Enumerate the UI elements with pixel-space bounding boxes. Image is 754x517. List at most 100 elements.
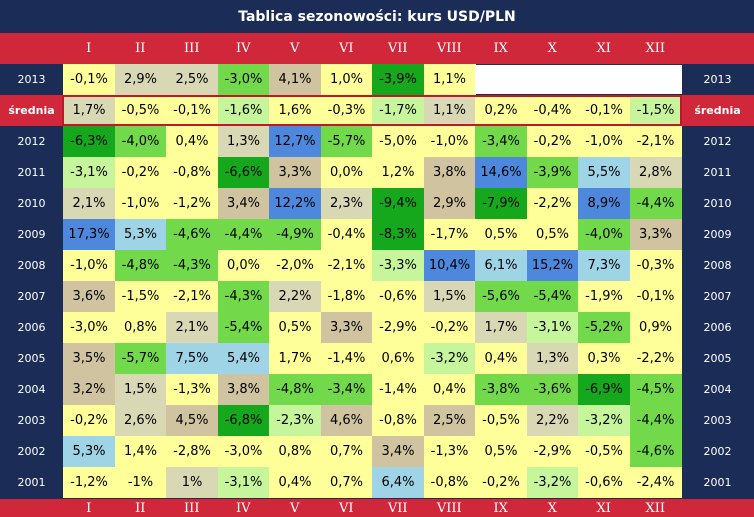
table-cell: -0,4% (526, 97, 579, 124)
table-cell: -4,5% (629, 374, 682, 405)
table-cell: -2,3% (269, 405, 321, 436)
table-cell: 0,4% (475, 343, 527, 374)
table-cell: 1,7% (269, 343, 321, 374)
table-cell: 0,8% (114, 312, 167, 343)
table-cell: -5,6% (475, 281, 527, 312)
table-cell: -6,6% (217, 157, 270, 188)
table-cell: -1,6% (217, 97, 270, 124)
table-cell: 4,5% (166, 405, 218, 436)
month-label-bottom: III (184, 500, 200, 516)
row-label-left: 2010 (17, 197, 46, 210)
empty-cell (526, 65, 579, 94)
table-cell: -3,9% (526, 157, 579, 188)
table-cell: -5,7% (114, 343, 167, 374)
row-label-right: średnia (694, 104, 741, 117)
table-cell: -1,0% (114, 188, 167, 219)
table-cell: 1% (166, 467, 218, 498)
table-cell: 10,4% (423, 250, 476, 281)
table-cell: -2,1% (320, 250, 373, 281)
table-cell: 3,8% (217, 374, 270, 405)
table-cell: 1,6% (269, 97, 321, 124)
table-cell: -3,3% (372, 250, 424, 281)
month-label-top: IX (493, 41, 508, 56)
table-cell: -3,8% (475, 374, 527, 405)
table-cell: -1,7% (423, 219, 476, 250)
chart-title: Tablica sezonowości: kurs USD/PLN (238, 8, 516, 25)
row-label-left: 2012 (17, 135, 46, 148)
table-cell: 1,3% (526, 343, 579, 374)
month-label-top: X (547, 41, 557, 56)
table-cell: -1,5% (629, 97, 682, 124)
table-cell: 2,9% (423, 188, 476, 219)
table-cell: -0,5% (114, 97, 167, 124)
table-cell: 3,4% (217, 188, 270, 219)
table-cell: -1,3% (423, 436, 476, 467)
table-cell: -0,2% (423, 312, 476, 343)
month-label-bottom: X (547, 500, 557, 516)
table-cell: 3,5% (63, 343, 115, 374)
table-cell: 12,2% (269, 188, 321, 219)
table-cell: 2,3% (320, 188, 373, 219)
table-cell: 8,9% (578, 188, 630, 219)
row-label-right: 2010 (703, 197, 732, 210)
month-label-bottom: VI (338, 500, 354, 516)
month-label-bottom: IX (493, 500, 508, 516)
table-cell: -1% (114, 467, 167, 498)
table-cell: 4,1% (269, 64, 321, 95)
table-cell: -1,0% (423, 126, 476, 157)
table-cell: -0,6% (372, 281, 424, 312)
table-cell: 6,4% (372, 467, 424, 498)
table-cell: 1,3% (217, 126, 270, 157)
table-cell: 1,7% (475, 312, 527, 343)
table-cell: 1,1% (423, 97, 476, 124)
month-label-top: VIII (436, 41, 462, 56)
table-cell: -0,3% (629, 250, 682, 281)
table-cell: 2,9% (114, 64, 167, 95)
table-cell: 14,6% (475, 157, 527, 188)
table-cell: 0,8% (269, 436, 321, 467)
table-cell: 0,4% (166, 126, 218, 157)
table-cell: -1,5% (114, 281, 167, 312)
month-label-top: VI (338, 41, 354, 56)
table-cell: 17,3% (63, 219, 115, 250)
table-cell: 1,5% (423, 281, 476, 312)
row-label-right: 2011 (703, 166, 732, 179)
table-cell: -5,0% (372, 126, 424, 157)
table-cell: -0,2% (114, 157, 167, 188)
table-cell: 2,2% (526, 405, 579, 436)
table-cell: 0,6% (372, 343, 424, 374)
row-label-left: 2009 (17, 228, 46, 241)
row-label-left: 2007 (17, 290, 46, 303)
table-cell: 2,5% (423, 405, 476, 436)
table-cell: 4,6% (320, 405, 373, 436)
table-cell: 0,7% (320, 436, 373, 467)
table-cell: 7,5% (166, 343, 218, 374)
table-cell: 7,3% (578, 250, 630, 281)
table-cell: -1,4% (320, 343, 373, 374)
table-cell: -5,4% (526, 281, 579, 312)
table-cell: -3,2% (423, 343, 476, 374)
table-cell: -0,1% (629, 281, 682, 312)
table-cell: 12,7% (269, 126, 321, 157)
table-cell: -3,1% (63, 157, 115, 188)
table-cell: 0,5% (269, 312, 321, 343)
table-cell: -2,1% (629, 126, 682, 157)
row-label-right: 2006 (703, 321, 732, 334)
table-cell: -3,4% (475, 126, 527, 157)
empty-cell (629, 65, 682, 94)
table-cell: -1,2% (166, 188, 218, 219)
empty-cell (475, 65, 527, 94)
month-label-top: III (184, 41, 200, 56)
table-cell: -2,9% (526, 436, 579, 467)
month-label-top: I (86, 41, 92, 56)
table-cell: 1,0% (320, 64, 373, 95)
table-cell: -0,1% (166, 97, 218, 124)
row-label-left: 2006 (17, 321, 46, 334)
month-label-top: XII (645, 41, 666, 56)
row-label-right: 2003 (703, 414, 732, 427)
table-cell: -6,9% (578, 374, 630, 405)
table-cell: 0,9% (629, 312, 682, 343)
table-cell: -5,4% (217, 312, 270, 343)
table-cell: -3,4% (320, 374, 373, 405)
table-cell: -1,4% (372, 374, 424, 405)
